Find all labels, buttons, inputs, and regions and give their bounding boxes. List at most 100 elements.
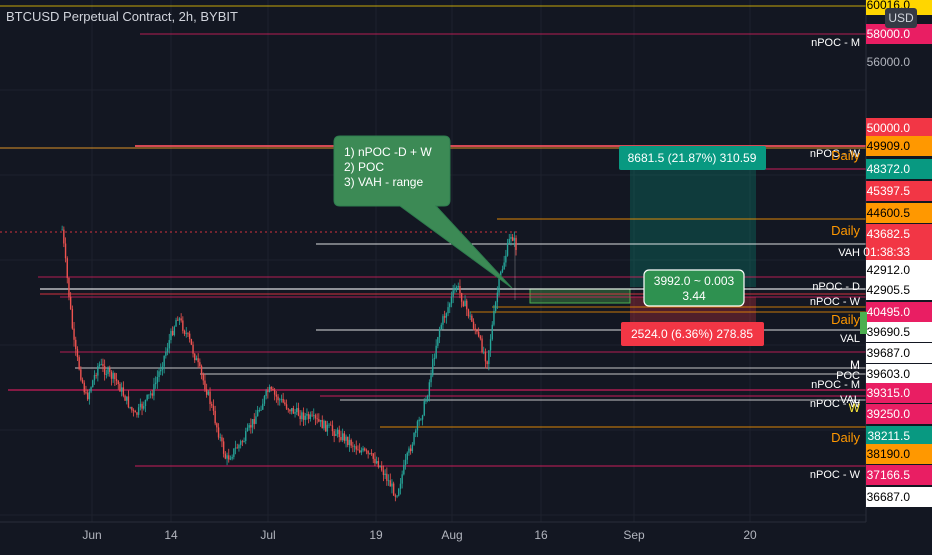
price-tag-ext [922,487,932,507]
candle-body [267,390,269,392]
candle-body [307,413,310,419]
candle-body [212,405,215,411]
price-tag: 42905.5 [867,283,911,297]
level-label: nPOC - W [810,469,861,481]
candle-body [313,415,315,417]
level-label: nPOC - M [811,379,860,391]
candle-body [90,387,92,392]
candle-body [486,361,488,365]
candle-body [160,369,162,372]
candle-body [333,431,335,436]
price-tag: 39687.0 [867,346,911,360]
candle-body [234,447,237,449]
candle-body [256,410,259,417]
candle-body [88,391,91,400]
price-tag: 42912.0 [867,263,911,277]
candle-body [362,448,364,451]
entry-label: 3992.0 ~ 0.003 [654,274,735,288]
candle-body [399,483,402,489]
candle-body [132,410,135,412]
candle-body [290,408,293,412]
price-tag-ext [922,383,932,403]
entry-label-2: 3.44 [682,289,706,303]
candle-body [124,395,126,401]
price-tag: 50000.0 [867,121,911,135]
candle-body [382,470,385,475]
callout-line: 2) POC [344,160,384,174]
candle-body [100,364,102,365]
candle-body [85,392,87,394]
candle-body [93,375,96,381]
candle-body [61,229,63,231]
price-tag-ext [922,343,932,363]
price-axis: 60016.058000.056000.050000.049909.048372… [860,0,932,507]
candle-body [462,301,465,307]
grid-lines [0,0,866,522]
candle-body [143,406,145,409]
target-label-box[interactable] [619,146,766,170]
candle-body [148,394,150,396]
candle-body [144,399,147,407]
stop-label-box[interactable] [621,322,764,346]
price-tag-bg [866,181,922,201]
candle-body [185,333,187,335]
candle-body [505,255,507,263]
level-label: Daily [831,312,860,327]
candle-body [447,307,449,314]
chart-title: BTCUSD Perpetual Contract, 2h, BYBIT [6,9,238,24]
candle-body [437,337,439,346]
price-tag-ext [922,181,932,201]
candles [61,225,517,502]
candle-body [197,358,199,363]
time-axis-panel[interactable] [0,522,866,550]
price-tag: 39315.0 [867,386,911,400]
candle-body [421,415,424,420]
candle-body [285,404,288,409]
candle-body [452,290,454,297]
price-tag-ext [922,444,932,464]
callout-bubble[interactable] [333,135,513,289]
level-label: nPOC - D [812,281,860,293]
candle-body [236,447,238,449]
entry-zone [529,288,631,304]
candle-body [384,473,386,475]
price-tag: 58000.0 [867,27,911,41]
candle-body [112,373,114,379]
candle-body [200,366,203,375]
candle-body [423,401,425,416]
target-label: 8681.5 (21.87%) 310.59 [628,151,757,165]
candle-body [501,269,504,272]
candle-body [222,441,225,454]
candle-body [68,277,70,297]
candle-body [306,413,308,416]
price-tag-ext [922,404,932,424]
price-tag: 39603.0 [867,367,911,381]
candle-body [250,425,252,428]
candle-body [394,495,397,497]
candle-body [289,409,291,412]
candle-body [433,357,436,360]
candle-body [141,403,143,409]
price-tag: 39250.0 [867,407,911,421]
level-label: M [850,358,860,372]
candle-body [270,387,272,390]
candle-body [409,448,412,452]
candle-body [134,410,136,413]
currency-badge[interactable] [885,8,917,28]
candle-body [73,328,75,340]
candle-body [488,350,490,365]
candle-body [107,368,109,375]
price-tag: 44600.5 [867,206,911,220]
candle-body [297,408,300,416]
candle-body [321,419,323,429]
candle-body [272,389,274,391]
position-tool[interactable]: 8681.5 (21.87%) 310.59 3992.0 ~ 0.0033.44… [619,146,766,346]
entry-label-box[interactable] [643,269,745,307]
candle-body [420,419,422,421]
candle-body [438,329,441,338]
price-tag: 39690.5 [867,325,911,339]
price-tag-bg [866,118,922,138]
candle-body [166,348,169,352]
